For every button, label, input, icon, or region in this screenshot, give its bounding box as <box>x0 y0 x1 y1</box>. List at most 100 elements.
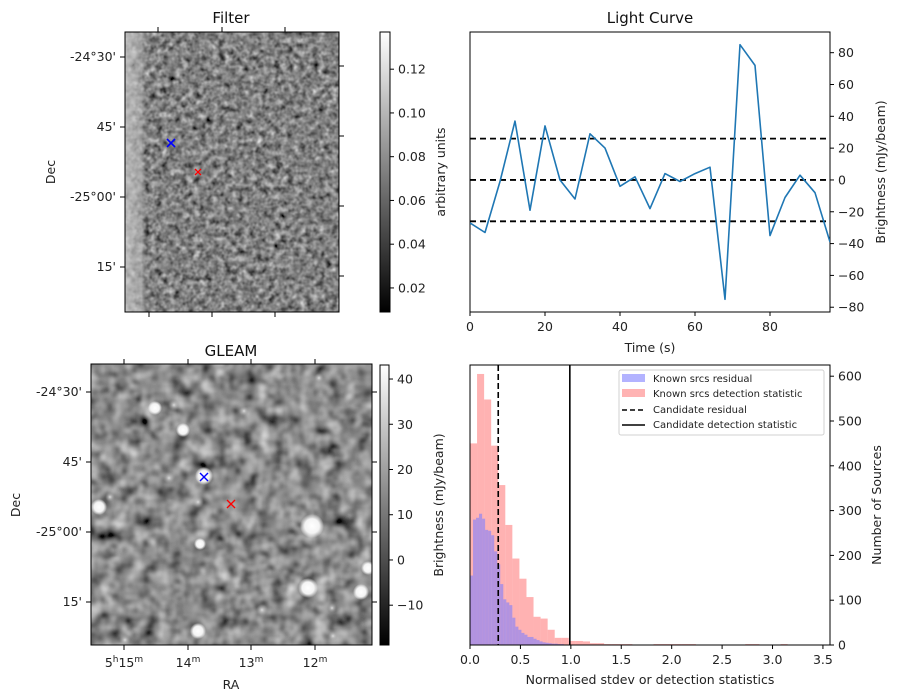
detection-bar <box>533 616 541 645</box>
gleam-ytick-label: 45' <box>63 454 82 469</box>
residual-bar <box>533 638 537 645</box>
gleam-ticks <box>86 359 377 650</box>
colorbar-tick-label: 0.10 <box>398 105 426 120</box>
colorbar-tick-label: 30 <box>397 417 413 432</box>
x-tick-label: 40 <box>612 319 628 334</box>
y-tick-label: 80 <box>838 45 854 60</box>
x-tick-label: 2.5 <box>712 652 732 667</box>
colorbar-tick-label: 0.04 <box>398 237 426 252</box>
light-curve-title: Light Curve <box>607 9 693 27</box>
legend-label: Candidate detection statistic <box>653 420 797 431</box>
residual-bar <box>551 643 555 645</box>
detection-bar <box>561 637 569 645</box>
y-tick-label: −80 <box>838 300 864 315</box>
residual-bar <box>536 640 540 645</box>
detection-bar <box>872 644 879 645</box>
colorbar-tick-label: 10 <box>397 507 413 522</box>
gleam-colorbar: −10 0 10 20 30 40 <box>379 364 423 646</box>
gleam-xtick-labels: 5h15m 14m 13m 12m <box>105 655 328 670</box>
residual-bar <box>539 641 543 645</box>
filter-ytick-labels: -24°30' 45' -25°00' 15' <box>70 49 116 274</box>
histogram-legend: Known srcs residual Known srcs detection… <box>618 369 825 436</box>
x-tick-label: 1.5 <box>611 652 631 667</box>
detection-bar <box>519 578 527 645</box>
residual-bar <box>518 629 522 645</box>
colorbar-tick-label: 0.08 <box>398 149 426 164</box>
residual-bar <box>488 530 492 645</box>
x-tick-label: 0.0 <box>460 652 480 667</box>
legend-label: Known srcs detection statistic <box>653 389 802 400</box>
residual-bar <box>527 636 531 645</box>
legend-label: Known srcs residual <box>653 374 752 385</box>
x-tick-label: 2.0 <box>662 652 682 667</box>
y-tick-label: −20 <box>838 204 864 219</box>
gleam-title: GLEAM <box>205 342 258 360</box>
colorbar-tick-label: 40 <box>397 372 413 387</box>
detection-bar <box>582 641 590 645</box>
detection-bar <box>597 643 605 645</box>
x-tick-label: 20 <box>537 319 553 334</box>
histogram-ylabel: Number of Sources <box>869 445 884 565</box>
light-curve-xlabel: Time (s) <box>624 340 676 355</box>
filter-known-source-marker <box>166 138 176 148</box>
y-tick-label: 500 <box>838 414 862 429</box>
detection-bar <box>498 485 506 645</box>
x-tick-label: 60 <box>687 319 703 334</box>
x-tick-label: 3.0 <box>763 652 783 667</box>
detection-bar <box>540 618 548 645</box>
filter-colorbar: 0.02 0.04 0.06 0.08 0.10 0.12 arbitrary units <box>379 31 448 313</box>
detection-bar <box>512 558 520 645</box>
filter-colorbar-label: arbitrary units <box>433 127 448 216</box>
filter-frame <box>124 31 340 313</box>
gleam-known-source-marker <box>199 472 209 482</box>
gleam-xlabel: RA <box>223 677 240 692</box>
gleam-panel: GLEAM <box>8 342 377 692</box>
residual-bar <box>482 518 486 645</box>
detection-bar <box>526 597 534 645</box>
y-tick-label: 0 <box>838 172 846 187</box>
residual-bar <box>506 602 510 645</box>
y-tick-label: 400 <box>838 458 862 473</box>
detection-bar <box>568 640 576 645</box>
gleam-image <box>91 364 372 645</box>
detection-bar <box>505 524 513 645</box>
residual-bar <box>494 551 498 645</box>
residual-bar <box>485 529 489 645</box>
gleam-xtick-label: 5h15m <box>105 655 143 670</box>
legend-swatch-detection <box>622 389 645 397</box>
filter-candidate-marker <box>194 168 202 176</box>
residual-bar <box>548 643 552 645</box>
legend-label: Candidate residual <box>653 405 747 416</box>
colorbar-tick-label: 0 <box>397 552 405 567</box>
filter-title: Filter <box>212 9 250 27</box>
detection-bar <box>575 640 583 645</box>
filter-ytick-label: 45' <box>97 119 116 134</box>
legend-swatch-residual <box>622 374 645 382</box>
gleam-ytick-labels: -24°30' 45' -25°00' 15' <box>36 384 82 609</box>
detection-bar <box>484 399 492 645</box>
filter-image <box>125 32 339 312</box>
residual-bar <box>476 517 480 645</box>
gleam-sources <box>91 373 372 645</box>
y-tick-label: 40 <box>838 109 854 124</box>
residual-bar <box>515 626 519 645</box>
filter-ylabel: Dec <box>43 160 58 184</box>
detection-bar <box>477 373 485 645</box>
filter-ticks <box>120 27 344 317</box>
light-curve-ylabel: Brightness (mJy/beam) <box>873 100 888 243</box>
residual-bar <box>554 643 558 645</box>
residual-bar <box>470 575 474 645</box>
histogram-frame <box>469 364 831 646</box>
filter-ytick-label: -24°30' <box>70 49 116 64</box>
light-curve-panel: Light Curve 0 20 40 60 80 −80 −60 −40 −20 0 20 40 6… <box>466 9 888 355</box>
x-tick-label: 0 <box>466 319 474 334</box>
y-tick-label: 20 <box>838 141 854 156</box>
x-tick-label: 0.5 <box>510 652 530 667</box>
y-tick-label: 200 <box>838 548 862 563</box>
detection-bar <box>554 637 562 645</box>
colorbar-tick-label: 0.06 <box>398 193 426 208</box>
histogram-panel: 0.0 0.5 1.0 1.5 2.0 2.5 3.0 3.5 0 100 200 300 400 50… <box>431 364 884 687</box>
light-curve-frame <box>469 31 831 313</box>
residual-bar <box>512 617 516 645</box>
residual-bar <box>545 642 549 645</box>
